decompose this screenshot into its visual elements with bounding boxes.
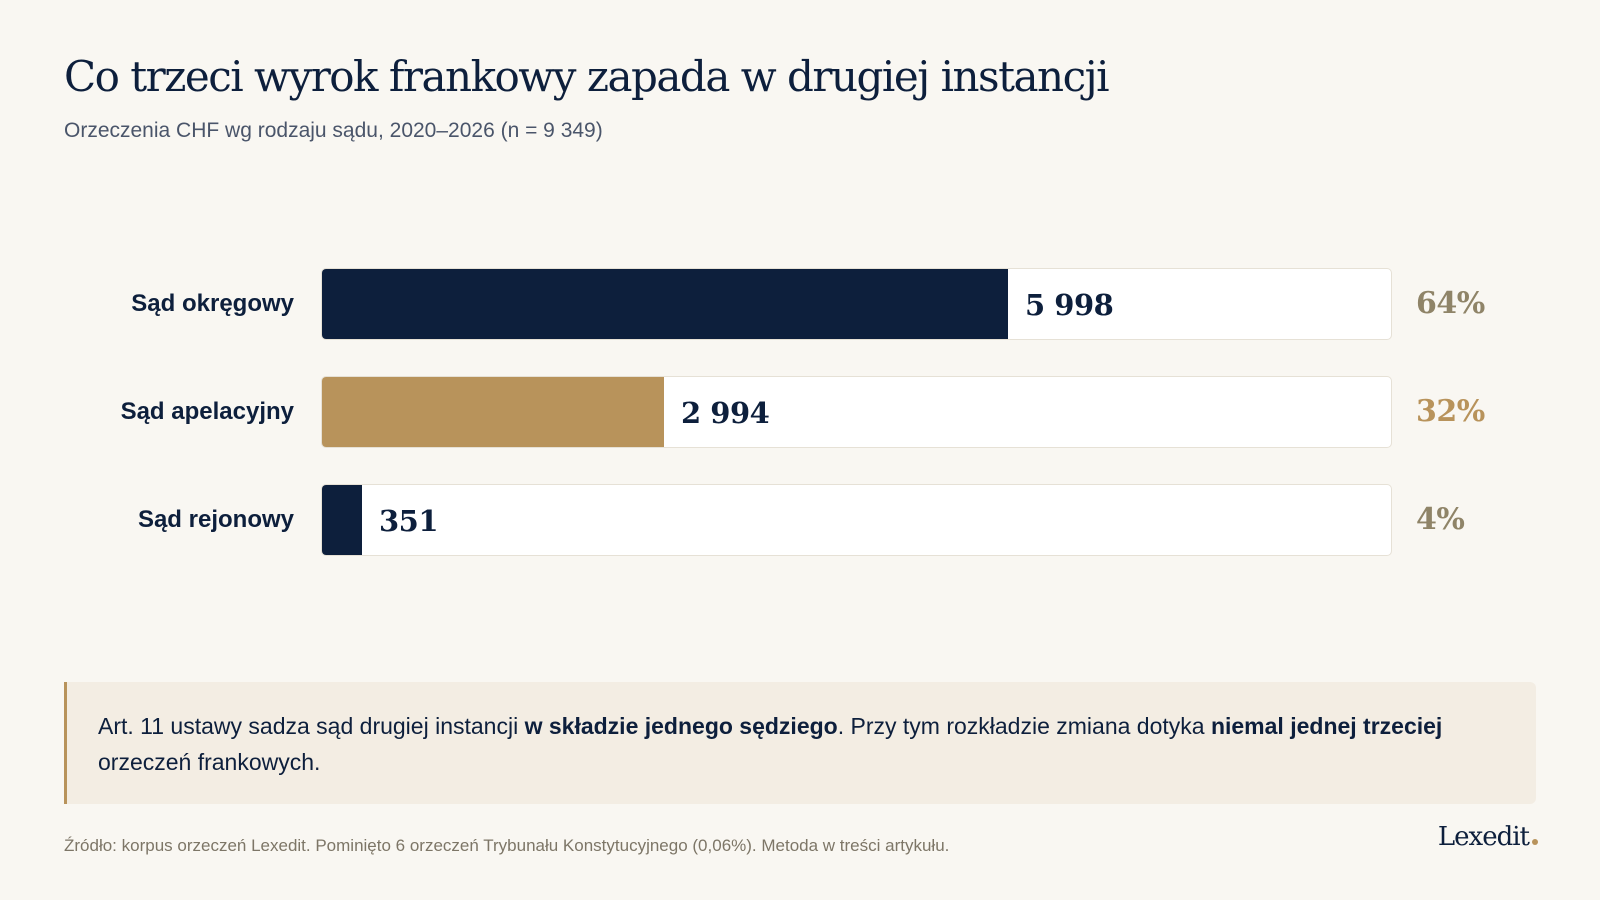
category-label: Sąd apelacyjny <box>120 398 294 425</box>
value-label: 5 998 <box>1025 288 1114 322</box>
note-text-2: . Przy tym rozkładzie zmiana dotyka <box>837 713 1211 739</box>
note-bold-1: w składzie jednego sędziego <box>524 713 838 739</box>
value-label: 351 <box>379 504 439 538</box>
note-text-3: orzeczeń frankowych. <box>98 749 321 775</box>
bar-track <box>321 376 1392 448</box>
bar-track <box>321 484 1392 556</box>
category-label: Sąd rejonowy <box>137 506 294 533</box>
value-label: 2 994 <box>681 396 770 430</box>
note-box: Art. 11 ustawy sadza sąd drugiej instanc… <box>64 682 1536 804</box>
bar-row: Sąd apelacyjny 2 994 32% <box>0 376 1600 448</box>
source-note: Źródło: korpus orzeczeń Lexedit. Pominię… <box>64 836 950 855</box>
percent-label: 32% <box>1416 394 1485 429</box>
chart-subtitle: Orzeczenia CHF wg rodzaju sądu, 2020–202… <box>64 119 603 142</box>
bar <box>322 269 1008 339</box>
percent-label: 64% <box>1416 286 1485 321</box>
brand-logo: Lexedit <box>1438 822 1538 852</box>
category-label: Sąd okręgowy <box>131 290 294 317</box>
bar <box>322 377 664 447</box>
bar-row: Sąd okręgowy 5 998 64% <box>0 268 1600 340</box>
bar-row: Sąd rejonowy 351 4% <box>0 484 1600 556</box>
note-bold-2: niemal jednej trzeciej <box>1210 713 1443 739</box>
bar-track <box>321 268 1392 340</box>
logo-dot-icon <box>1532 839 1538 845</box>
logo-text: Lexedit <box>1437 822 1530 852</box>
percent-label: 4% <box>1416 502 1465 537</box>
chart-title: Co trzeci wyrok frankowy zapada w drugie… <box>64 52 1110 101</box>
note-text-1: Art. 11 ustawy sadza sąd drugiej instanc… <box>98 713 525 739</box>
bar-chart: Sąd okręgowy 5 998 64% Sąd apelacyjny 2 994 3… <box>0 268 1600 592</box>
bar <box>322 485 362 555</box>
